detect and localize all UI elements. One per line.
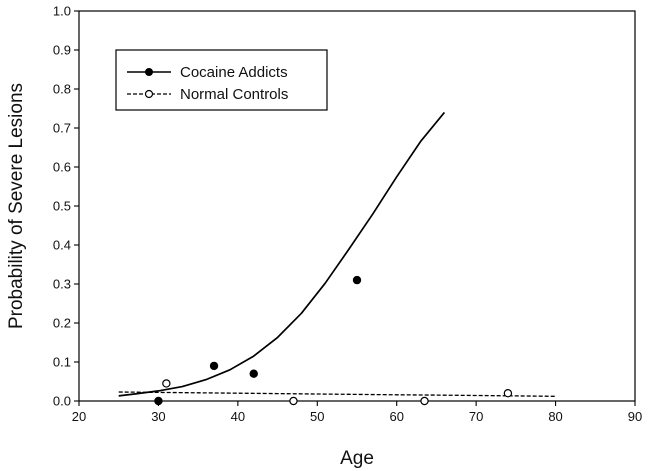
point-normal-controls	[162, 379, 171, 388]
y-axis: 0.0 0.1 0.2 0.3 0.4 0.5 0.6 0.7 0.8 0.9 1.0	[53, 4, 79, 409]
x-axis: 20 30 40 50 60 70 80 90	[72, 401, 642, 424]
data-points	[154, 275, 513, 406]
x-tick-label: 60	[389, 409, 403, 424]
y-tick-label: 0.2	[53, 316, 71, 331]
x-tick-label: 50	[310, 409, 324, 424]
point-normal-controls	[503, 389, 513, 398]
point-cocaine-addicts	[209, 361, 219, 371]
y-tick-label: 1.0	[53, 4, 71, 19]
legend-marker-controls	[144, 89, 154, 99]
legend-label-cocaine: Cocaine Addicts	[180, 64, 288, 81]
y-tick-label: 0.6	[53, 160, 71, 175]
fit-curve-normal-controls	[118, 391, 556, 397]
x-tick-label: 70	[469, 409, 483, 424]
point-cocaine-addicts	[154, 396, 163, 406]
x-tick-label: 90	[628, 409, 642, 424]
point-normal-controls	[420, 396, 429, 406]
point-cocaine-addicts	[249, 369, 258, 378]
y-tick-label: 0.7	[53, 121, 71, 136]
x-tick-label: 80	[548, 409, 562, 424]
point-normal-controls	[289, 396, 298, 406]
y-tick-label: 0.8	[53, 82, 71, 97]
fit-curves	[118, 111, 556, 397]
legend-label-controls: Normal Controls	[180, 86, 288, 103]
y-tick-label: 0.0	[53, 394, 71, 409]
y-axis-title: Probability of Severe Lesions	[6, 83, 27, 329]
y-tick-label: 0.3	[53, 277, 71, 292]
x-axis-title: Age	[340, 448, 374, 469]
x-tick-label: 30	[151, 409, 165, 424]
legend: Cocaine Addicts Normal Controls	[115, 49, 328, 111]
legend-box	[115, 49, 328, 111]
y-tick-label: 0.4	[53, 238, 71, 253]
x-tick-label: 20	[72, 409, 86, 424]
x-tick-label: 40	[231, 409, 245, 424]
y-tick-label: 0.5	[53, 199, 71, 214]
y-tick-label: 0.1	[53, 355, 71, 370]
legend-marker-cocaine	[145, 68, 153, 76]
fit-curve-cocaine-addicts	[118, 111, 446, 397]
point-cocaine-addicts	[352, 275, 362, 285]
y-tick-label: 0.9	[53, 43, 71, 58]
